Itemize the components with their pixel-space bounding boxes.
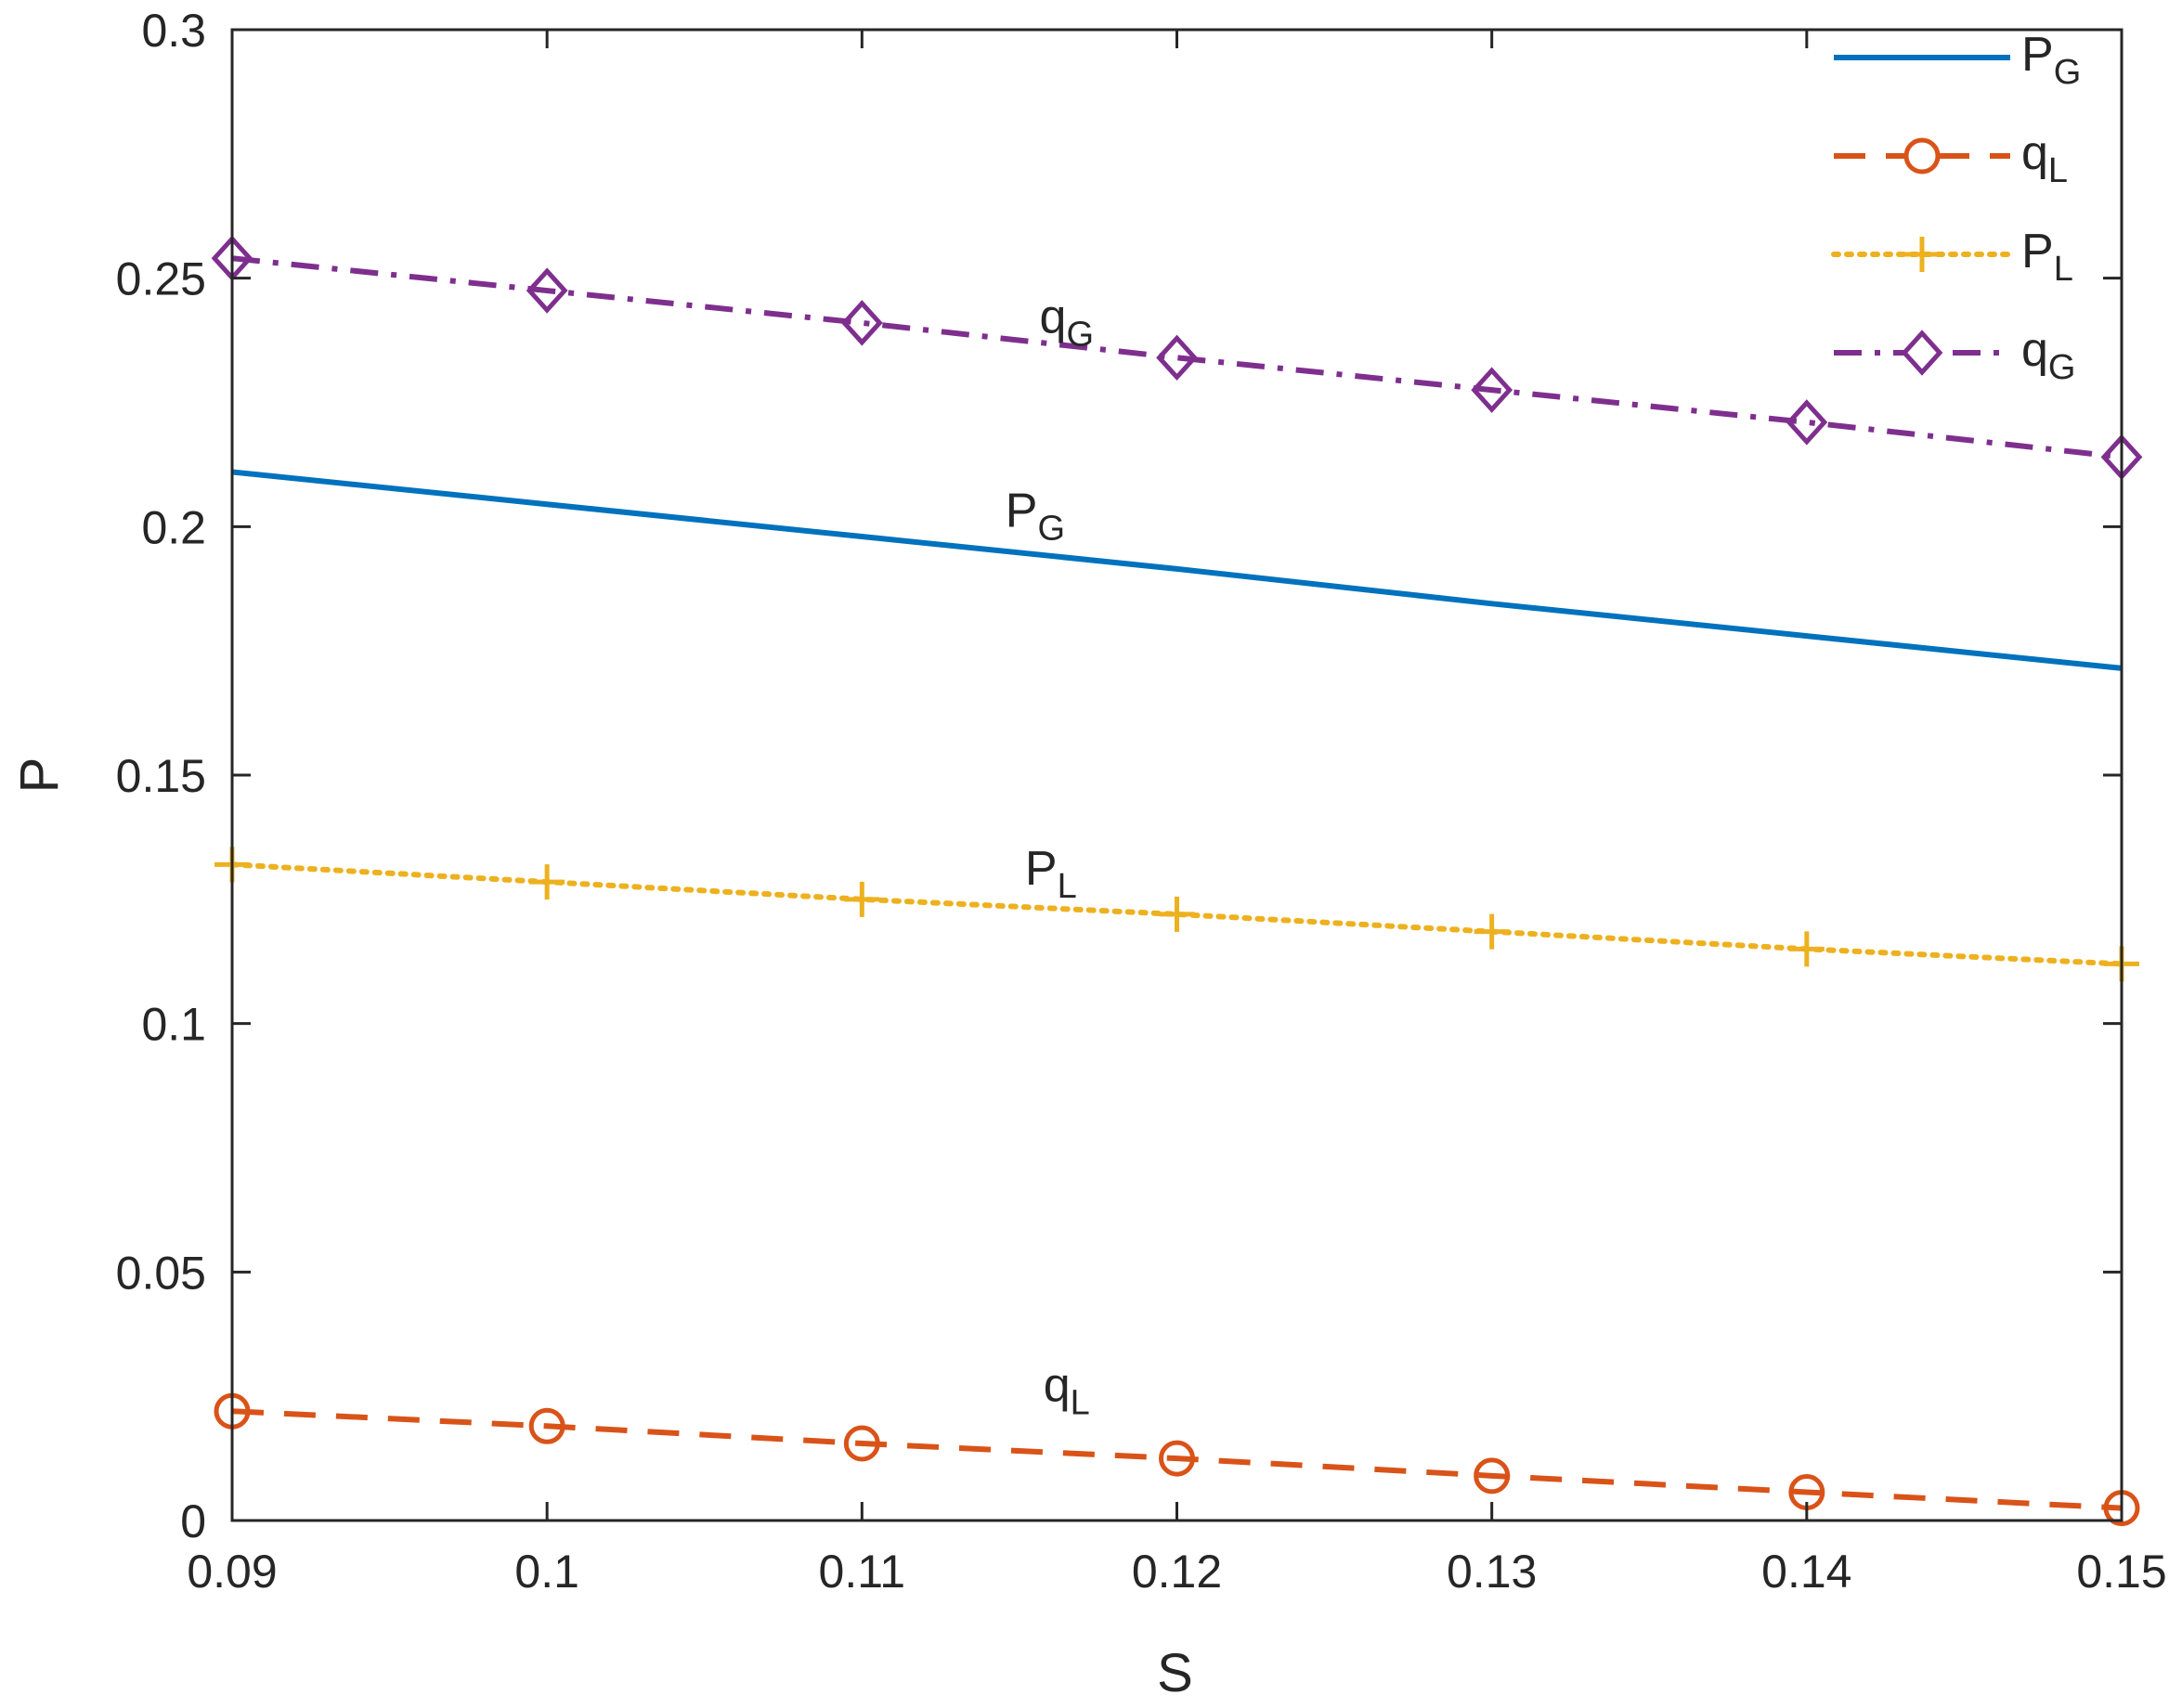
data-point-PG-3 xyxy=(1176,568,1177,570)
annotation-qG: qG xyxy=(1040,291,1094,355)
legend-label-PL: PL xyxy=(2021,225,2073,289)
annotation-PG-base: P xyxy=(1006,484,1038,537)
x-tick-label: 0.11 xyxy=(819,1546,906,1598)
data-point-PL-3 xyxy=(1159,896,1195,932)
series-layer xyxy=(211,235,2143,1527)
data-point-qL-3 xyxy=(1159,1440,1195,1477)
axes-layer: 0.09 0.1 0.11 0.12 0.13 0.14 0.15 0 0.05 0.1 0.15 0… xyxy=(9,5,2167,1703)
data-point-qL-2 xyxy=(843,1425,880,1462)
legend-swatch-marker xyxy=(1903,137,1941,175)
y-tick-label: 0.2 xyxy=(141,501,206,553)
annotation-PG: PG xyxy=(1006,484,1065,548)
data-point-PL-2 xyxy=(844,881,880,917)
annotation-PL-base: P xyxy=(1025,842,1058,896)
annotation-qL: qL xyxy=(1044,1359,1090,1423)
data-point-PG-4 xyxy=(1491,602,1493,604)
data-point-qG-1 xyxy=(526,267,568,314)
data-point-qG-4 xyxy=(1471,367,1513,413)
annotation-PL: PL xyxy=(1025,842,1077,906)
annotation-qG-subscript: G xyxy=(1066,316,1094,355)
y-tick-label: 0.15 xyxy=(116,750,206,802)
legend-item-qL: qL xyxy=(1834,126,2068,190)
y-tick-label: 0 xyxy=(180,1495,206,1547)
legend-label-qL-base: q xyxy=(2021,126,2048,180)
annotation-PG-subscript: G xyxy=(1037,509,1065,548)
legend-swatch-marker xyxy=(1901,330,1943,376)
x-tick-label: 0.1 xyxy=(514,1546,579,1598)
annotation-qG-base: q xyxy=(1040,291,1067,344)
y-tick-label: 0.1 xyxy=(141,999,206,1051)
series-line-qL xyxy=(231,1408,2123,1511)
legend-label-qG: qG xyxy=(2021,323,2075,387)
legend-label-PG-subscript: G xyxy=(2054,53,2082,92)
legend-label-PG: PG xyxy=(2021,28,2081,92)
y-tick-label: 0.25 xyxy=(116,253,206,305)
annotation-PL-subscript: L xyxy=(1058,867,1077,906)
legend-label-qG-subscript: G xyxy=(2048,348,2076,387)
plot-background xyxy=(232,30,2122,1520)
data-point-PL-4 xyxy=(1474,913,1510,950)
data-point-qL-4 xyxy=(1474,1457,1511,1494)
data-point-qG-5 xyxy=(1786,399,1828,446)
data-point-PG-1 xyxy=(546,503,548,505)
legend-label-qG-base: q xyxy=(2021,323,2048,377)
data-point-PL-5 xyxy=(1788,931,1825,967)
y-tick-label: 0.3 xyxy=(141,5,206,57)
x-tick-label: 0.14 xyxy=(1761,1546,1851,1598)
legend-item-PL: PL xyxy=(1831,225,2073,289)
x-tick-label: 0.12 xyxy=(1132,1546,1222,1598)
legend-item-qG: qG xyxy=(1834,323,2075,387)
data-point-qG-2 xyxy=(840,300,883,346)
y-tick-label: 0.05 xyxy=(116,1247,206,1299)
legend-label-qL: qL xyxy=(2021,126,2068,190)
annotation-qL-base: q xyxy=(1044,1359,1071,1413)
data-point-PG-5 xyxy=(1806,635,1808,637)
x-axis-label: S xyxy=(1157,1643,1193,1703)
series-line-qG xyxy=(231,255,2123,460)
series-qL xyxy=(214,1392,2140,1527)
legend-item-PG: PG xyxy=(1834,28,2081,92)
legend-swatch-marker xyxy=(1904,237,1940,272)
x-tick-label: 0.15 xyxy=(2076,1546,2166,1598)
legend-label-qL-subscript: L xyxy=(2048,151,2068,190)
x-tick-label: 0.09 xyxy=(187,1546,277,1598)
x-tick-label: 0.13 xyxy=(1447,1546,1537,1598)
plot-area xyxy=(232,30,2122,1520)
data-point-qG-3 xyxy=(1156,334,1198,382)
data-point-qL-1 xyxy=(528,1407,565,1444)
annotation-qL-subscript: L xyxy=(1071,1384,1090,1423)
legend-label-PL-base: P xyxy=(2021,225,2054,278)
data-point-PL-1 xyxy=(529,864,565,900)
y-axis-label: P xyxy=(9,757,70,794)
legend-label-PG-base: P xyxy=(2021,28,2054,82)
legend-label-PL-subscript: L xyxy=(2054,250,2073,289)
